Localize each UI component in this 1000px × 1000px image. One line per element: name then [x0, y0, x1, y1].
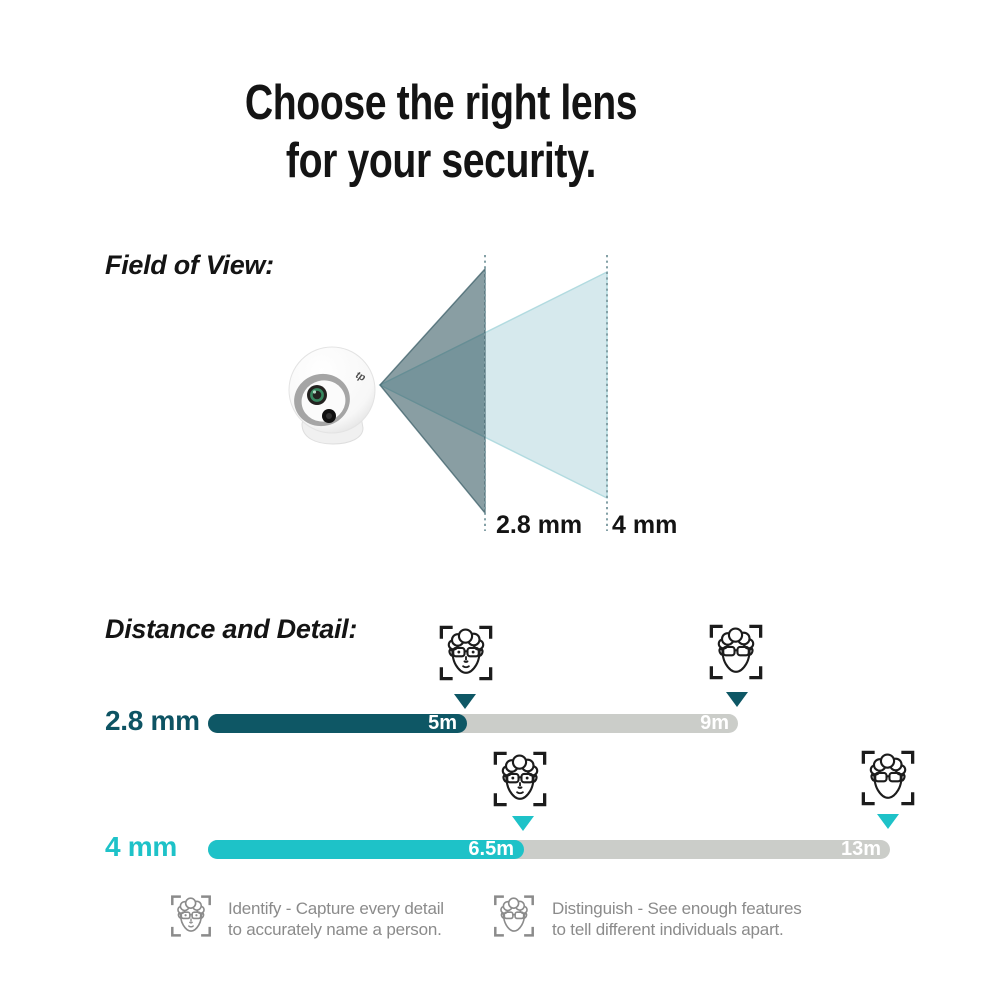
legend-identify-line-2: to accurately name a person. [228, 920, 442, 939]
camera-brand-mark: tp [354, 370, 367, 384]
distance-near-value: 5m [428, 712, 457, 734]
distance-bar-2-8mm: 9m 5m [208, 712, 738, 734]
distance-far-value: 13m [840, 838, 881, 860]
legend-identify-line-1: Identify - Capture every detail [228, 899, 444, 918]
distinguish-face-icon [859, 748, 917, 808]
distinguish-face-icon [707, 622, 765, 682]
camera-icon: tp [288, 346, 376, 445]
distance-bar-4mm: 13m 6.5m [208, 838, 890, 860]
title-line-1: Choose the right lens [244, 76, 638, 130]
page-title: Choose the right lens for your security. [0, 74, 882, 190]
distance-near-segment: 6.5m [208, 838, 524, 860]
legend-distinguish-line-2: to tell different individuals apart. [552, 920, 784, 939]
legend-identify-text: Identify - Capture every detail to accur… [228, 898, 444, 940]
title-line-2: for your security. [285, 134, 597, 188]
legend-distinguish-line-1: Distinguish - See enough features [552, 899, 802, 918]
field-of-view-diagram: tp [288, 255, 608, 531]
row-4mm-lens-label: 4 mm [105, 831, 177, 862]
distance-far-value: 9m [700, 712, 729, 734]
down-triangle-marker-icon [726, 692, 748, 707]
distance-near-value: 6.5m [468, 838, 514, 860]
legend-distinguish-text: Distinguish - See enough features to tel… [552, 898, 802, 940]
down-triangle-marker-icon [877, 814, 899, 829]
distinguish-face-icon [492, 893, 536, 939]
cone-2-8mm [379, 267, 486, 515]
distance-near-segment: 5m [208, 712, 467, 734]
fov-lens-2-8mm-label: 2.8 mm [496, 511, 583, 539]
down-triangle-marker-icon [512, 816, 534, 831]
distance-detail-label: Distance and Detail: [105, 614, 358, 644]
identify-face-icon [437, 623, 495, 683]
field-of-view-label: Field of View: [105, 250, 274, 280]
fov-lens-4mm-label: 4 mm [612, 511, 678, 539]
row-2-8mm-lens-label: 2.8 mm [105, 705, 200, 736]
identify-face-icon [169, 893, 213, 939]
down-triangle-marker-icon [454, 694, 476, 709]
identify-face-icon [491, 749, 549, 809]
